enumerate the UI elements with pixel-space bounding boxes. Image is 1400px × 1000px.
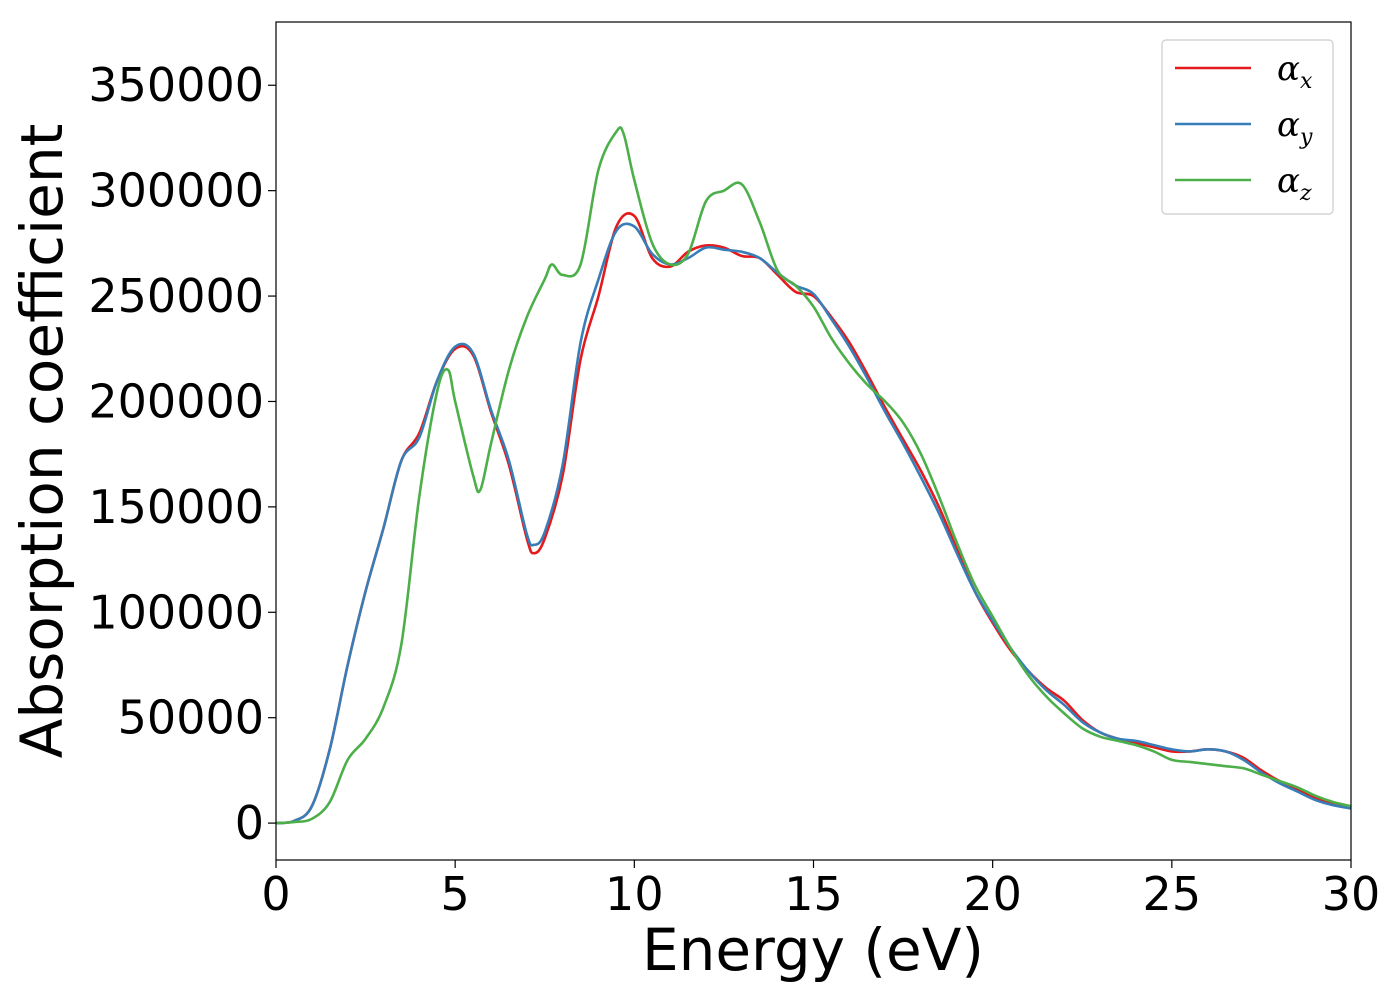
y-tick-label: 350000 xyxy=(88,58,264,112)
x-axis-ticks: 0 5 10 15 20 25 30 xyxy=(261,860,1380,921)
x-tick-label: 5 xyxy=(441,867,470,921)
y-axis-ticks: 0 50000 100000 150000 200000 250000 300000 3500… xyxy=(88,58,276,850)
legend-label-z: αz xyxy=(1277,161,1312,206)
series-layer xyxy=(276,126,1351,825)
legend: αx αy αz xyxy=(1161,39,1334,215)
y-axis-title: Absorption coefficient xyxy=(8,124,76,759)
x-tick-label: 30 xyxy=(1322,867,1381,921)
x-tick-label: 20 xyxy=(963,867,1022,921)
x-tick-label: 10 xyxy=(605,867,664,921)
series-line-x xyxy=(276,212,1351,825)
y-tick-label: 0 xyxy=(235,796,264,850)
x-tick-label: 0 xyxy=(261,867,290,921)
legend-label-x: αx xyxy=(1277,49,1313,94)
y-tick-label: 50000 xyxy=(118,691,264,745)
x-tick-label: 25 xyxy=(1143,867,1202,921)
x-tick-label: 15 xyxy=(784,867,843,921)
y-tick-label: 100000 xyxy=(88,585,264,639)
legend-items: αx αy αz xyxy=(1175,49,1313,206)
legend-label-y: αy xyxy=(1277,105,1313,150)
y-tick-label: 250000 xyxy=(88,269,264,323)
y-tick-label: 150000 xyxy=(88,480,264,534)
series-line-z xyxy=(276,126,1351,825)
x-axis-title: Energy (eV) xyxy=(642,916,984,984)
y-tick-label: 200000 xyxy=(88,374,264,428)
legend-box xyxy=(1161,39,1334,215)
y-tick-label: 300000 xyxy=(88,164,264,218)
